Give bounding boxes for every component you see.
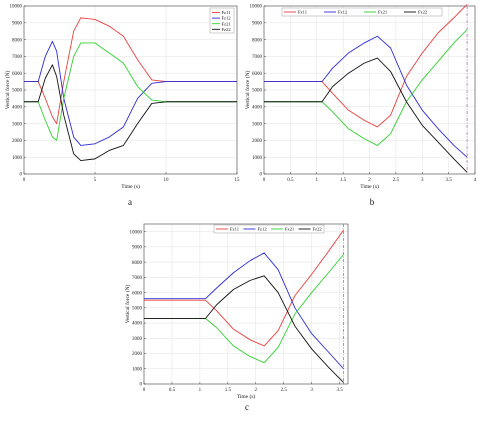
- series-line-fz11: [24, 17, 237, 125]
- x-tick-label: 0.5: [169, 388, 176, 393]
- x-tick-label: 5: [94, 178, 97, 183]
- y-tick-label: 8000: [132, 261, 143, 266]
- x-tick-label: 0: [143, 388, 146, 393]
- y-tick-label: 7000: [12, 55, 23, 60]
- y-tick-label: 5000: [12, 89, 23, 94]
- y-tick-label: 3000: [132, 337, 143, 342]
- panel-label: b: [370, 197, 375, 207]
- legend-label: Fz12: [338, 10, 348, 15]
- legend-box: [213, 224, 325, 234]
- y-tick-label: 7000: [252, 55, 263, 60]
- y-tick-label: 8000: [12, 38, 23, 43]
- chart-panel-a: 0100020003000400050006000700080009000100…: [4, 5, 240, 207]
- y-tick-label: 4000: [252, 106, 263, 111]
- x-tick-label: 0: [23, 178, 26, 183]
- y-tick-label: 1000: [132, 367, 143, 372]
- panel-label: c: [245, 402, 249, 412]
- y-tick-label: 4000: [12, 106, 23, 111]
- y-tick-label: 9000: [132, 246, 143, 251]
- x-tick-label: 4: [474, 178, 477, 183]
- y-tick-label: 0: [260, 173, 263, 178]
- y-tick-label: 9000: [12, 22, 23, 27]
- y-tick-label: 10000: [130, 230, 143, 235]
- x-tick-label: 15: [235, 178, 241, 183]
- y-tick-label: 8000: [252, 38, 263, 43]
- legend-label: Fz22: [313, 227, 323, 232]
- legend-label: Fz11: [298, 10, 308, 15]
- x-tick-label: 0.5: [287, 178, 294, 183]
- y-tick-label: 10000: [250, 5, 263, 10]
- x-tick-label: 3.5: [446, 178, 453, 183]
- series-line-fz11: [144, 229, 344, 347]
- legend-label: Fz22: [222, 27, 232, 32]
- y-tick-label: 9000: [252, 22, 263, 27]
- legend: Fz11 Fz12 Fz21 Fz22: [281, 7, 443, 17]
- series-line-fz22: [24, 64, 237, 162]
- series-line-fz12: [144, 252, 344, 370]
- y-tick-label: 5000: [252, 89, 263, 94]
- y-tick-label: 10000: [10, 5, 23, 10]
- y-tick-label: 5000: [132, 307, 143, 312]
- legend-label: Fz21: [378, 10, 388, 15]
- y-tick-label: 0: [140, 383, 143, 388]
- chart-panel-b: 0100020003000400050006000700080009000100…: [244, 4, 477, 207]
- y-tick-label: 6000: [12, 72, 23, 77]
- series-line-fz21: [264, 29, 468, 146]
- x-tick-label: 2.5: [281, 388, 288, 393]
- x-tick-label: 1.5: [225, 388, 232, 393]
- legend-label: Fz11: [230, 227, 240, 232]
- legend-label: Fz21: [222, 21, 232, 26]
- y-tick-label: 6000: [252, 72, 263, 77]
- y-tick-label: 2000: [132, 352, 143, 357]
- y-axis-label: Vertical force (N): [244, 70, 251, 109]
- series-line-fz22: [264, 57, 468, 173]
- x-axis-label: Time (s): [237, 393, 256, 400]
- series-line-fz21: [24, 42, 237, 141]
- series-line-fz11: [264, 4, 468, 128]
- y-axis-label: Vertical force (N): [124, 284, 131, 323]
- x-tick-label: 1.5: [340, 178, 347, 183]
- x-axis-label: Time (s): [121, 183, 140, 190]
- x-tick-label: 0: [263, 178, 266, 183]
- x-axis-label: Time (s): [360, 183, 379, 190]
- y-tick-label: 1000: [252, 156, 263, 161]
- series-line-fz12: [24, 40, 237, 146]
- legend-label: Fz22: [418, 10, 428, 15]
- y-tick-label: 3000: [12, 122, 23, 127]
- legend-label: Fz21: [285, 227, 295, 232]
- legend: Fz11 Fz12 Fz21 Fz22: [213, 224, 325, 234]
- x-tick-label: 1: [199, 388, 202, 393]
- panel-label: a: [128, 197, 132, 207]
- y-axis-label: Vertical force (N): [4, 70, 11, 109]
- y-tick-label: 2000: [252, 139, 263, 144]
- legend-box: [281, 7, 443, 17]
- y-tick-label: 4000: [132, 322, 143, 327]
- x-tick-label: 2: [255, 388, 258, 393]
- x-tick-label: 3: [310, 388, 313, 393]
- x-tick-label: 1: [316, 178, 319, 183]
- chart-panel-c: 0100020003000400050006000700080009000100…: [124, 223, 349, 412]
- legend-label: Fz11: [222, 10, 232, 15]
- x-tick-label: 10: [164, 178, 170, 183]
- series-line-fz22: [144, 275, 344, 383]
- x-tick-label: 3: [421, 178, 424, 183]
- plot-area-frame: [143, 223, 349, 385]
- legend-label: Fz12: [258, 227, 268, 232]
- y-tick-label: 0: [20, 173, 23, 178]
- y-tick-label: 6000: [132, 291, 143, 296]
- legend-label: Fz12: [222, 16, 232, 21]
- x-tick-label: 3.5: [336, 388, 343, 393]
- y-tick-label: 3000: [252, 122, 263, 127]
- y-tick-label: 2000: [12, 139, 23, 144]
- x-tick-label: 2: [368, 178, 371, 183]
- x-tick-label: 2.5: [393, 178, 400, 183]
- series-line-fz21: [144, 254, 344, 364]
- series-line-fz12: [264, 35, 468, 158]
- y-tick-label: 7000: [132, 276, 143, 281]
- y-tick-label: 1000: [12, 156, 23, 161]
